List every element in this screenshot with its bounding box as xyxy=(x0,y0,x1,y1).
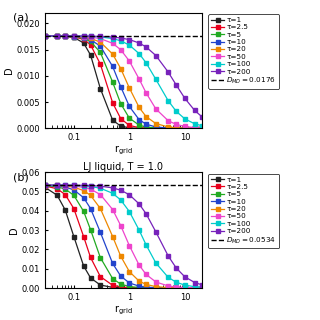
Y-axis label: D: D xyxy=(4,67,13,75)
Title: LJ liquid, T = 1.0: LJ liquid, T = 1.0 xyxy=(83,162,163,172)
X-axis label: r$_{\rm grid}$: r$_{\rm grid}$ xyxy=(114,303,132,317)
Y-axis label: D: D xyxy=(9,226,19,234)
Legend: τ=1, τ=2.5, τ=5, τ=10, τ=20, τ=50, τ=100, τ=200, $D_{MD}=0.0176$: τ=1, τ=2.5, τ=5, τ=10, τ=20, τ=50, τ=100… xyxy=(208,14,279,89)
Text: (a): (a) xyxy=(13,13,29,23)
Text: (b): (b) xyxy=(13,172,29,182)
X-axis label: r$_{\rm grid}$: r$_{\rm grid}$ xyxy=(114,144,132,157)
Legend: τ=1, τ=2.5, τ=5, τ=10, τ=20, τ=50, τ=100, τ=200, $D_{MD}=0.0534$: τ=1, τ=2.5, τ=5, τ=10, τ=20, τ=50, τ=100… xyxy=(208,174,279,249)
